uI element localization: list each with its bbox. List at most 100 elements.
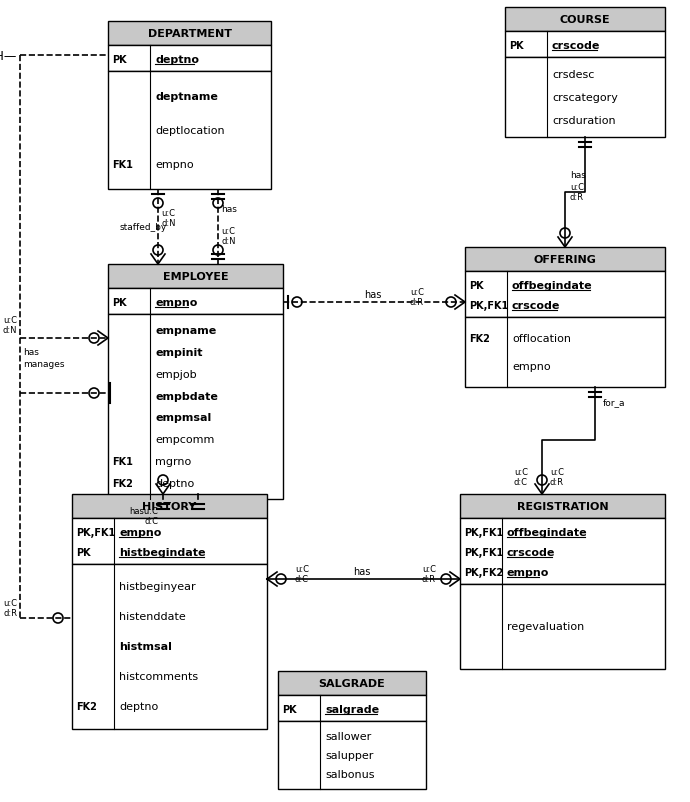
Text: empbdate: empbdate [155, 391, 218, 401]
Text: offbegindate: offbegindate [512, 281, 593, 290]
Bar [460, 494, 665, 518]
Text: REGISTRATION: REGISTRATION [517, 501, 609, 512]
Text: empno: empno [155, 298, 197, 308]
Text: d:C: d:C [144, 516, 158, 526]
Text: PK,FK2: PK,FK2 [464, 567, 503, 577]
Text: PK,FK1: PK,FK1 [469, 301, 509, 310]
Text: empmsal: empmsal [155, 413, 211, 423]
Text: EMPLOYEE: EMPLOYEE [163, 272, 228, 282]
Text: d:N: d:N [161, 218, 175, 227]
Text: empno: empno [119, 528, 161, 537]
Text: —H—: —H— [0, 50, 17, 63]
Text: crscode: crscode [512, 301, 560, 310]
Text: has: has [353, 566, 371, 577]
Text: d:R: d:R [410, 298, 424, 307]
Bar [465, 272, 665, 318]
Bar [108, 314, 283, 500]
Bar [72, 518, 267, 565]
Text: empno: empno [507, 567, 549, 577]
Text: d:R: d:R [422, 575, 436, 584]
Bar [108, 22, 271, 46]
Bar [278, 695, 426, 721]
Text: has: has [221, 205, 237, 214]
Text: COURSE: COURSE [560, 15, 611, 25]
Text: deptlocation: deptlocation [155, 126, 225, 136]
Text: histbeginyear: histbeginyear [119, 581, 196, 592]
Text: d:R: d:R [550, 478, 564, 487]
Bar [108, 72, 271, 190]
Text: SALGRADE: SALGRADE [319, 678, 386, 688]
Text: manages: manages [23, 360, 64, 369]
Text: PK: PK [509, 41, 524, 51]
Text: histbegindate: histbegindate [119, 547, 206, 557]
Text: crsduration: crsduration [552, 115, 615, 126]
Text: FK1: FK1 [112, 160, 133, 169]
Text: PK: PK [112, 298, 127, 308]
Text: FK1: FK1 [112, 456, 133, 466]
Text: FK2: FK2 [469, 334, 490, 343]
Text: empname: empname [155, 326, 216, 336]
Text: salgrade: salgrade [325, 704, 379, 714]
Bar [72, 565, 267, 729]
Text: crscode: crscode [552, 41, 600, 51]
Text: salupper: salupper [325, 750, 373, 760]
Text: u:C: u:C [410, 288, 424, 297]
Text: PK: PK [282, 704, 297, 714]
Text: deptno: deptno [119, 702, 158, 711]
Text: histcomments: histcomments [119, 671, 198, 682]
Text: has: has [570, 170, 586, 180]
Text: staffed_by: staffed_by [120, 223, 167, 233]
Text: deptno: deptno [155, 478, 195, 488]
Bar [108, 265, 283, 289]
Bar [505, 32, 665, 58]
Text: u:C: u:C [422, 565, 436, 573]
Text: mgrno: mgrno [155, 456, 191, 466]
Bar [278, 721, 426, 789]
Bar [278, 671, 426, 695]
Text: empcomm: empcomm [155, 435, 215, 444]
Bar [72, 494, 267, 518]
Text: d:R: d:R [570, 192, 584, 201]
Text: DEPARTMENT: DEPARTMENT [148, 29, 232, 39]
Text: sallower: sallower [325, 731, 371, 741]
Text: PK: PK [76, 547, 90, 557]
Text: PK: PK [469, 281, 484, 290]
Text: OFFERING: OFFERING [533, 255, 596, 265]
Text: u:C: u:C [295, 565, 309, 573]
Text: PK: PK [112, 55, 127, 65]
Text: offbegindate: offbegindate [507, 528, 588, 537]
Text: empno: empno [155, 160, 194, 169]
Text: empinit: empinit [155, 347, 202, 358]
Text: salbonus: salbonus [325, 769, 375, 780]
Text: u:C: u:C [3, 599, 17, 608]
Bar [505, 58, 665, 138]
Text: u:C: u:C [570, 182, 584, 191]
Text: for_a: for_a [603, 398, 626, 407]
Text: offlocation: offlocation [512, 334, 571, 343]
Bar [505, 8, 665, 32]
Text: crscategory: crscategory [552, 93, 618, 103]
Text: u:C: u:C [514, 468, 528, 477]
Text: FK2: FK2 [112, 478, 133, 488]
Text: PK,FK1: PK,FK1 [76, 528, 115, 537]
Text: PK,FK1: PK,FK1 [464, 547, 503, 557]
Text: hasu:C: hasu:C [129, 507, 158, 516]
Text: deptname: deptname [155, 92, 218, 102]
Text: d:R: d:R [3, 609, 17, 618]
Bar [108, 289, 283, 314]
Text: HISTORY: HISTORY [142, 501, 197, 512]
Text: u:C: u:C [161, 209, 175, 217]
Bar [465, 318, 665, 387]
Text: empjob: empjob [155, 370, 197, 379]
Bar [460, 518, 665, 585]
Text: empno: empno [512, 362, 551, 371]
Text: regevaluation: regevaluation [507, 622, 584, 632]
Text: deptno: deptno [155, 55, 199, 65]
Text: d:N: d:N [221, 237, 235, 246]
Text: d:C: d:C [295, 575, 309, 584]
Bar [465, 248, 665, 272]
Text: u:C: u:C [550, 468, 564, 477]
Text: has: has [23, 348, 39, 357]
Text: crsdesc: crsdesc [552, 70, 594, 80]
Text: d:C: d:C [514, 478, 528, 487]
